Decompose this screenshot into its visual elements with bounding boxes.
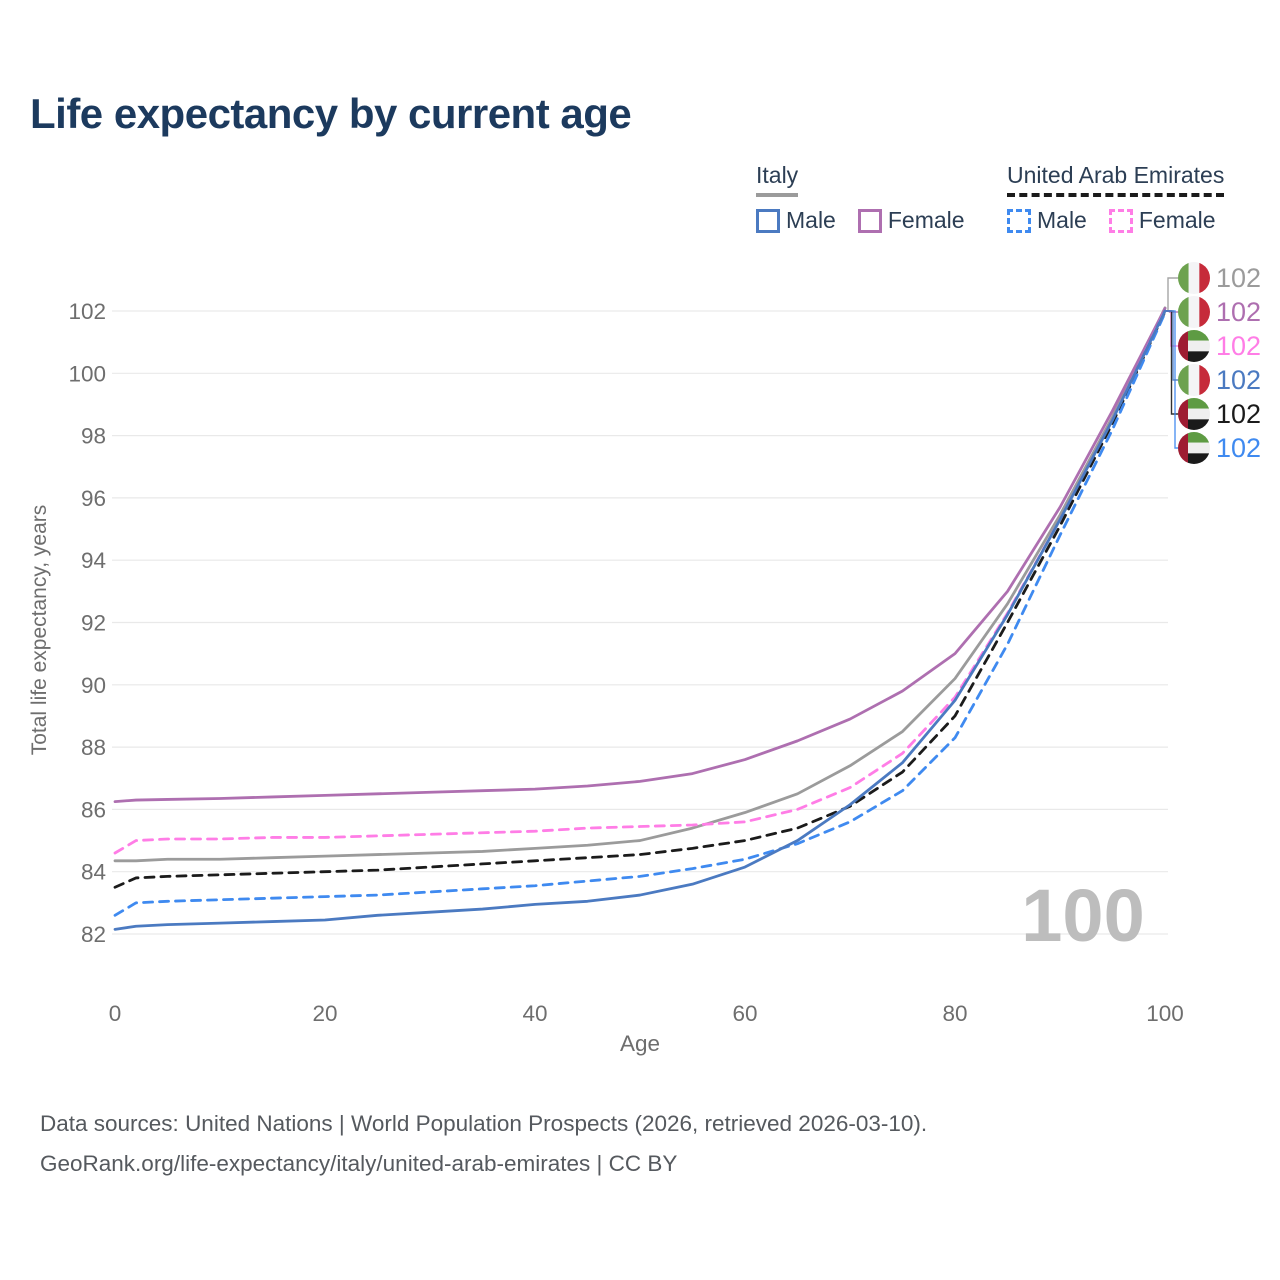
x-tick-label-40: 40: [522, 1001, 547, 1026]
end-connector-ae-both: [1166, 310, 1178, 415]
flag-icon-italy: [1178, 262, 1210, 294]
legend-item-uae-male[interactable]: Male: [1007, 207, 1087, 234]
flag-icon-uae: [1178, 432, 1210, 464]
hover-age-watermark: 100: [1021, 874, 1144, 957]
flag-icon-italy: [1178, 364, 1210, 396]
legend-group-italy: Italy Male Female: [756, 162, 965, 234]
chart-footer: Data sources: United Nations | World Pop…: [40, 1104, 1240, 1184]
legend-country-italy: Italy: [756, 162, 799, 197]
legend-label-italy-male: Male: [786, 207, 836, 233]
legend-item-italy-female[interactable]: Female: [857, 207, 965, 234]
y-tick-label-102: 102: [68, 299, 106, 324]
end-value-label-ae-female: 102: [1216, 331, 1261, 361]
x-tick-label-80: 80: [942, 1001, 967, 1026]
series-line-ae-female[interactable]: [113, 308, 1167, 855]
footer-data-sources: Data sources: United Nations | World Pop…: [40, 1111, 928, 1136]
x-tick-label-60: 60: [732, 1001, 757, 1026]
end-value-label-ae-male: 102: [1216, 433, 1261, 463]
y-tick-label-94: 94: [81, 548, 106, 573]
x-tick-label-100: 100: [1146, 1001, 1184, 1026]
y-tick-label-98: 98: [81, 424, 106, 449]
footer-attribution: GeoRank.org/life-expectancy/italy/united…: [40, 1151, 678, 1176]
x-tick-label-0: 0: [109, 1001, 122, 1026]
legend-label-italy-female: Female: [887, 207, 965, 233]
end-connector-it-both: [1166, 277, 1178, 312]
y-tick-label-96: 96: [81, 486, 106, 511]
series-line-it-female[interactable]: [113, 307, 1167, 804]
end-connector-it-male: [1166, 310, 1178, 381]
series-line-it-both[interactable]: [113, 306, 1167, 863]
chart-title: Life expectancy by current age: [30, 90, 632, 137]
y-tick-label-90: 90: [81, 673, 106, 698]
legend-item-italy-male[interactable]: Male: [756, 207, 836, 234]
legend-swatch-italy-female-icon: [857, 208, 882, 233]
y-tick-label-92: 92: [81, 611, 106, 636]
end-value-label-it-both: 102: [1216, 263, 1261, 293]
legend-label-uae-male: Male: [1037, 207, 1087, 233]
legend-swatch-italy-male-icon: [756, 208, 780, 233]
chart-legend: Italy Male Female United Arab Emirates M…: [0, 162, 1280, 242]
x-tick-label-20: 20: [312, 1001, 337, 1026]
y-axis-title: Total life expectancy, years: [28, 505, 51, 756]
x-axis-title: Age: [620, 1031, 660, 1056]
series-line-ae-male[interactable]: [113, 311, 1167, 917]
series-line-ae-both[interactable]: [113, 310, 1167, 889]
y-tick-label-100: 100: [68, 361, 106, 386]
end-value-label-ae-both: 102: [1216, 399, 1261, 429]
legend-swatch-uae-female-icon: [1108, 208, 1133, 233]
flag-icon-italy: [1178, 296, 1210, 328]
legend-country-uae: United Arab Emirates: [1007, 162, 1225, 197]
y-tick-label-84: 84: [81, 860, 106, 885]
y-tick-label-88: 88: [81, 735, 106, 760]
end-value-label-it-male: 102: [1216, 365, 1261, 395]
flag-icon-uae: [1178, 330, 1210, 362]
legend-label-uae-female: Female: [1138, 207, 1216, 233]
legend-item-uae-female[interactable]: Female: [1108, 207, 1216, 234]
legend-group-uae: United Arab Emirates Male Female: [1007, 162, 1225, 234]
series-line-it-male[interactable]: [113, 309, 1167, 931]
y-tick-label-86: 86: [81, 797, 106, 822]
legend-swatch-uae-male-icon: [1007, 208, 1031, 233]
y-tick-label-82: 82: [81, 922, 106, 947]
flag-icon-uae: [1178, 398, 1210, 430]
end-value-label-it-female: 102: [1216, 297, 1261, 327]
